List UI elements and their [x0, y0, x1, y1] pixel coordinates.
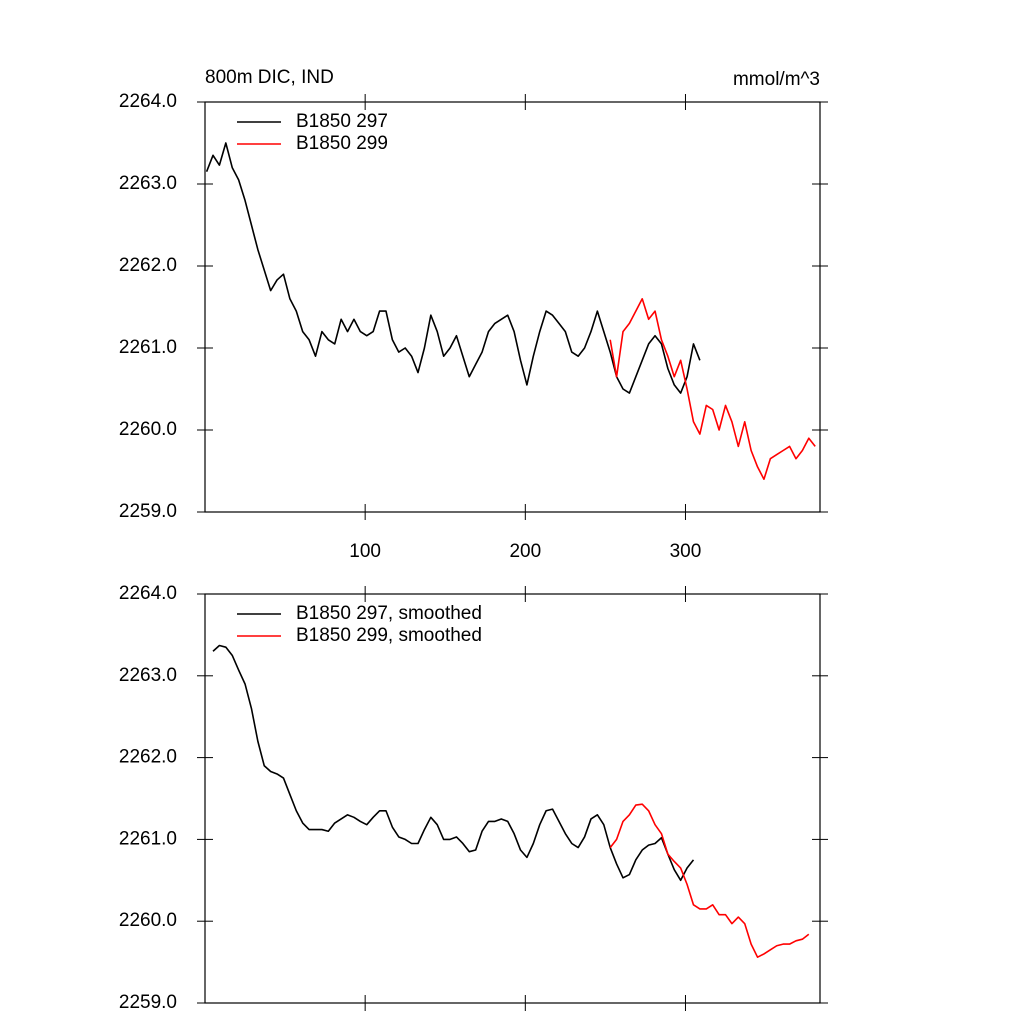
y-tick-label: 2260.0 [119, 910, 177, 931]
y-tick-label: 2259.0 [119, 501, 177, 522]
chart-panel: 2259.0 2260.0 2261.0 2262.0 2263.0 2264.0 B185… [119, 583, 828, 1013]
chart-panel: 800m DIC, IND mmol/m^3 2259.0 2260.0 2261.0 2… [119, 67, 828, 562]
y-tick-label: 2263.0 [119, 173, 177, 194]
y-tick-label: 2264.0 [119, 91, 177, 112]
y-tick-label: 2262.0 [119, 255, 177, 276]
units-label: mmol/m^3 [733, 69, 820, 90]
plot-frame [204, 593, 821, 1004]
x-tick-label: 300 [670, 541, 702, 562]
x-tick-label: 200 [509, 541, 541, 562]
series-line [609, 298, 816, 480]
y-tick-label: 2261.0 [119, 337, 177, 358]
y-tick-label: 2264.0 [119, 583, 177, 604]
x-tick-label: 100 [349, 541, 381, 562]
y-tick-label: 2261.0 [119, 828, 177, 849]
legend-label: B1850 299, smoothed [296, 625, 482, 646]
y-tick-label: 2262.0 [119, 747, 177, 768]
legend-label: B1850 297 [296, 111, 388, 132]
legend-label: B1850 299 [296, 133, 388, 154]
legend-label: B1850 297, smoothed [296, 603, 482, 624]
y-tick-label: 2259.0 [119, 992, 177, 1013]
y-tick-label: 2263.0 [119, 665, 177, 686]
series-line [212, 644, 695, 882]
plot-frame [204, 101, 821, 513]
y-tick-label: 2260.0 [119, 419, 177, 440]
series-line [205, 142, 701, 394]
chart-title: 800m DIC, IND [205, 67, 334, 88]
series-line [609, 803, 810, 958]
